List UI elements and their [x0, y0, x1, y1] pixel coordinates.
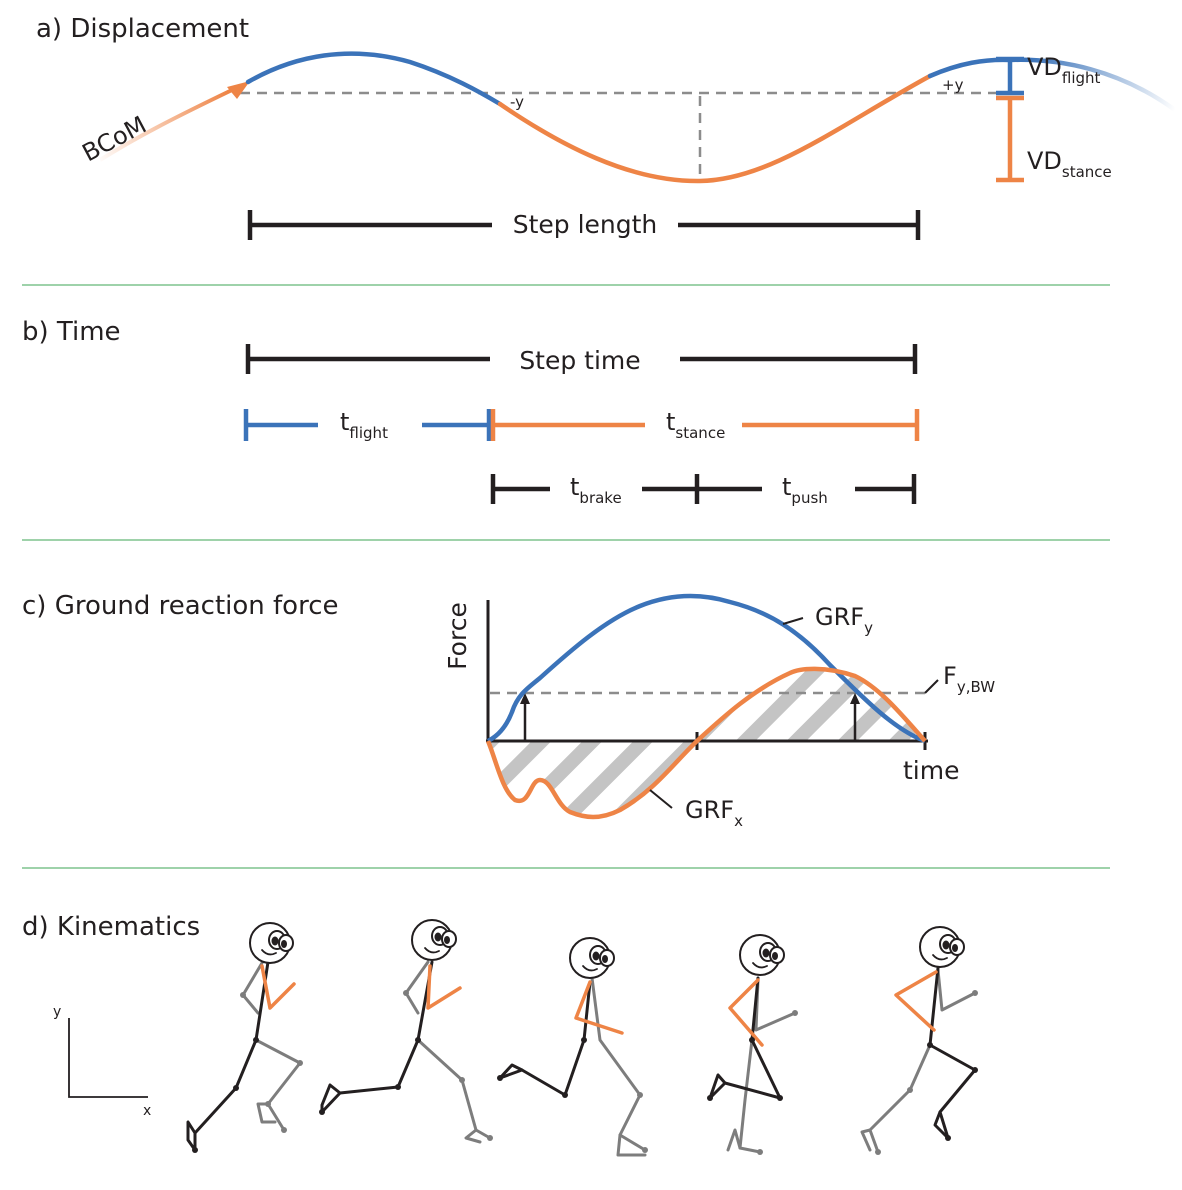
panel-a-title: a) Displacement — [36, 14, 249, 44]
step-length-label: Step length — [513, 210, 658, 239]
grf-y-label: GRFy — [815, 603, 873, 637]
step-time-label: Step time — [519, 346, 640, 375]
vd-stance-label: VDstance — [1027, 147, 1112, 181]
flight-trajectory-left — [245, 51, 503, 107]
panel-displacement: a) Displacement BCoM -y +y VDflight VDst… — [36, 14, 1177, 240]
grf-x-label: GRFx — [685, 796, 743, 830]
runner-figure-1 — [186, 922, 303, 1153]
t-push-bracket — [697, 474, 917, 504]
bcom-label: BCoM — [78, 111, 151, 168]
plus-y-label: +y — [942, 76, 964, 94]
vd-flight-label: VDflight — [1027, 53, 1101, 87]
panel-time: b) Time Step time tflight tstance — [22, 317, 920, 507]
stance-trajectory — [497, 73, 933, 184]
grf-y-leader — [782, 617, 804, 625]
runner-figure-5 — [860, 926, 978, 1155]
panel-d-title: d) Kinematics — [22, 912, 200, 942]
x-axis-label: x — [143, 1103, 151, 1119]
minus-y-label: -y — [510, 93, 524, 111]
panel-grf: c) Ground reaction force Force time GRFy… — [22, 591, 995, 830]
step-time-bracket — [245, 344, 918, 374]
t-brake-bracket — [490, 474, 700, 504]
step-length-bracket — [247, 210, 921, 240]
t-flight-label: tflight — [340, 408, 388, 442]
bw-arrow-right — [850, 693, 860, 741]
braking-impulse-hatch — [488, 741, 697, 817]
bcom-arrow-head — [227, 81, 250, 99]
t-stance-bracket — [490, 409, 920, 441]
t-push-label: tpush — [782, 473, 828, 507]
propulsive-impulse-hatch — [697, 668, 925, 741]
time-axis-label: time — [903, 756, 959, 785]
coordinate-axes: y x — [53, 1004, 151, 1119]
panel-kinematics: d) Kinematics y x — [22, 912, 978, 1157]
fbw-label: Fy,BW — [943, 662, 995, 696]
runner-figure-2 — [319, 919, 493, 1144]
bcom-trajectory-out — [1009, 57, 1177, 112]
bcom-trajectory-in — [98, 88, 233, 162]
runner-figure-3 — [497, 937, 648, 1157]
panel-c-title: c) Ground reaction force — [22, 591, 338, 621]
grf-x-curve — [485, 666, 927, 820]
bw-arrow-left — [520, 693, 530, 741]
t-flight-bracket — [243, 409, 492, 441]
fbw-leader — [924, 679, 939, 694]
flight-trajectory-right — [927, 57, 1013, 79]
vd-stance-bracket — [996, 95, 1024, 183]
grf-x-leader — [649, 789, 673, 809]
runner-figure-4 — [707, 934, 798, 1155]
force-axis-label: Force — [443, 602, 472, 670]
vd-flight-bracket — [996, 56, 1024, 96]
y-axis-label: y — [53, 1004, 61, 1020]
panel-b-title: b) Time — [22, 317, 121, 347]
t-brake-label: tbrake — [570, 473, 622, 507]
t-stance-label: tstance — [666, 408, 725, 442]
